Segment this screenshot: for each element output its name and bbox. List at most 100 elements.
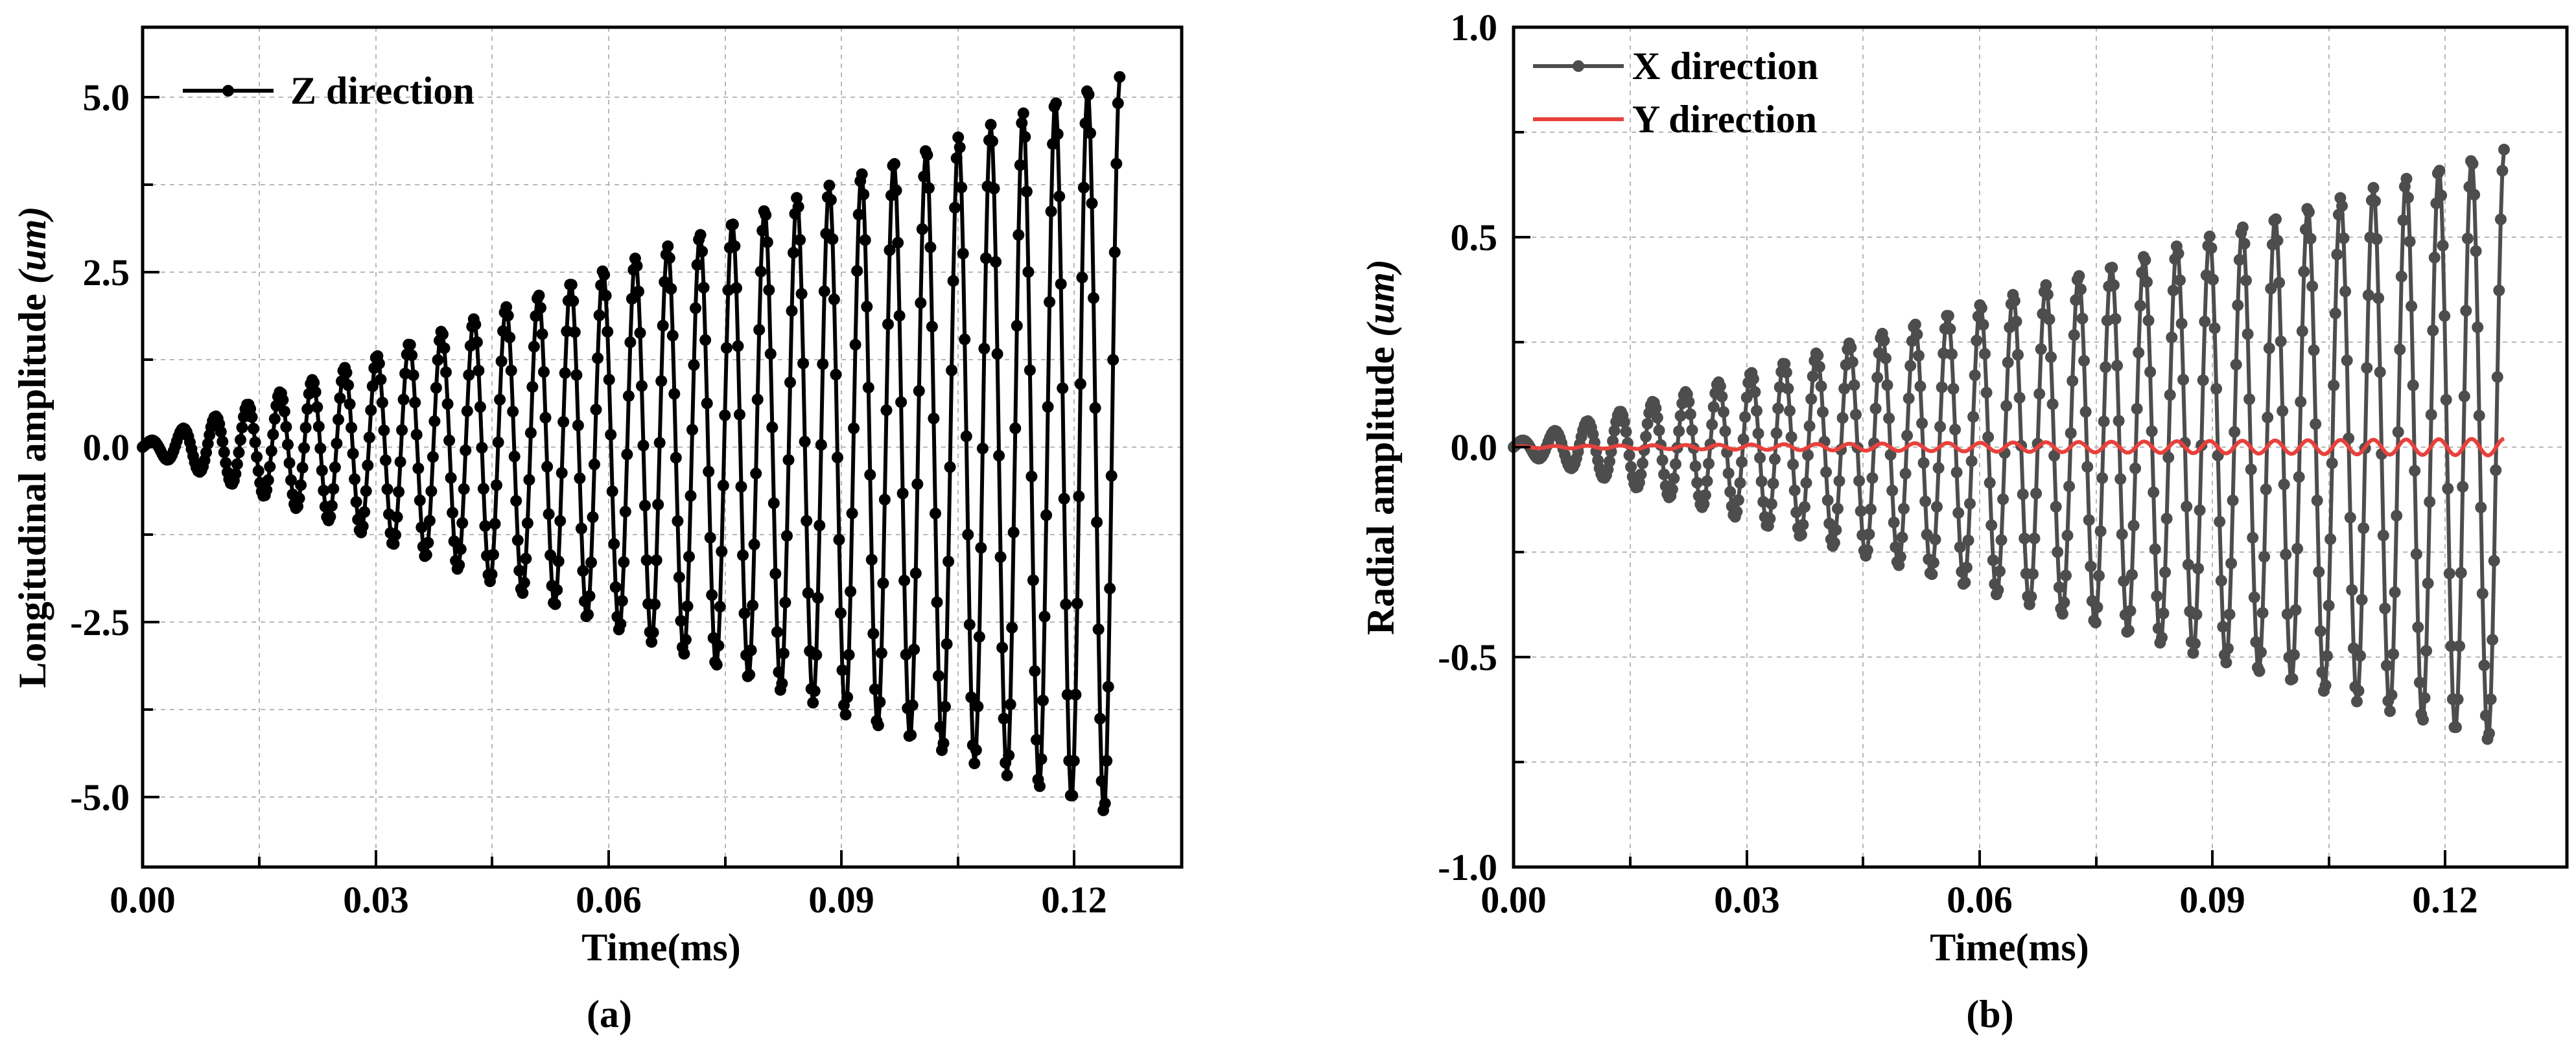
data-point [750, 467, 762, 480]
data-point [2133, 347, 2145, 359]
data-point [1964, 498, 1976, 510]
data-point [1686, 424, 1698, 436]
data-point [678, 647, 690, 660]
plot-area-panel-a [137, 71, 1126, 816]
data-point [2424, 496, 2436, 508]
data-point [2303, 206, 2315, 218]
data-point [1620, 426, 1632, 438]
data-point [1950, 466, 1963, 478]
data-point [2078, 354, 2090, 367]
data-point [1731, 505, 1743, 518]
data-point [1960, 561, 1973, 573]
data-point [1094, 713, 1107, 724]
legend-label-x-direction: X direction [1632, 45, 1818, 87]
data-point [766, 421, 779, 434]
data-point [2245, 463, 2257, 476]
data-point [650, 554, 662, 566]
data-point [665, 283, 677, 295]
data-point [2319, 679, 2332, 691]
data-point [277, 394, 289, 406]
data-point [2337, 232, 2350, 244]
data-point [947, 275, 959, 287]
data-point [949, 202, 961, 214]
data-point [2189, 638, 2201, 650]
data-point [427, 451, 439, 463]
data-point [1029, 665, 1041, 677]
data-point [776, 677, 788, 689]
data-point [2225, 557, 2238, 570]
data-point [994, 551, 1007, 563]
data-point [1820, 466, 1832, 478]
data-point [2358, 522, 2370, 534]
data-point [283, 457, 296, 469]
data-point [1932, 462, 1945, 474]
data-point [2116, 528, 2128, 540]
data-point [1914, 380, 1926, 393]
data-point [1975, 302, 1987, 314]
data-point [347, 448, 359, 459]
data-point [1952, 507, 1965, 519]
data-point [2148, 486, 2160, 498]
data-point [1641, 417, 1654, 430]
data-point [293, 492, 305, 505]
x-tick-label-a-2: 0.06 [576, 879, 642, 921]
data-point [1042, 400, 1054, 413]
data-point [1635, 469, 1647, 481]
data-point [747, 599, 759, 612]
data-point [771, 626, 783, 638]
data-point [2063, 480, 2076, 492]
data-point [1013, 229, 1025, 241]
data-point [1980, 386, 1993, 399]
data-point [2205, 242, 2218, 254]
data-point [1104, 583, 1116, 595]
x-tick-label-a-0: 0.00 [110, 879, 176, 921]
data-point [1016, 117, 1028, 129]
data-point [952, 131, 965, 143]
data-point [1084, 127, 1096, 139]
data-point [448, 535, 460, 548]
y-tick-label-b-4: 1.0 [1451, 6, 1498, 49]
data-point [2308, 344, 2320, 356]
data-point [646, 636, 658, 648]
data-point [575, 522, 587, 535]
data-point [2114, 473, 2127, 485]
data-point [557, 416, 570, 428]
data-point [2270, 213, 2282, 226]
y-tick-label-b-2: 0.0 [1451, 426, 1498, 469]
data-point [908, 643, 920, 656]
data-point [1089, 402, 1101, 414]
data-point [773, 666, 785, 678]
data-point [1812, 349, 1824, 362]
data-point [928, 412, 940, 424]
data-point [865, 553, 878, 566]
data-point [2248, 591, 2260, 603]
data-point [2442, 483, 2454, 494]
data-point [943, 555, 955, 568]
data-point [505, 364, 517, 376]
data-point [2293, 471, 2305, 483]
data-point [895, 396, 907, 408]
data-point [394, 456, 406, 468]
data-point [298, 442, 310, 454]
data-point [2127, 520, 2140, 532]
data-point [463, 369, 475, 381]
data-point [2260, 483, 2272, 496]
data-point [2113, 415, 2125, 427]
data-point [1007, 526, 1020, 538]
data-point [1967, 411, 1980, 423]
data-point [1618, 416, 1630, 428]
data-point [812, 592, 824, 604]
data-point [1927, 557, 1939, 569]
data-point [1701, 475, 1713, 487]
data-point [1985, 519, 1998, 531]
data-point [376, 397, 388, 409]
data-point [2035, 343, 2047, 355]
data-point [412, 462, 425, 474]
data-point [731, 282, 742, 294]
data-point [1053, 191, 1066, 203]
data-point [701, 397, 713, 410]
data-point [410, 428, 423, 441]
data-point [570, 369, 583, 381]
data-point [2278, 478, 2290, 491]
x-tick-label-b-0: 0.00 [1481, 879, 1547, 921]
